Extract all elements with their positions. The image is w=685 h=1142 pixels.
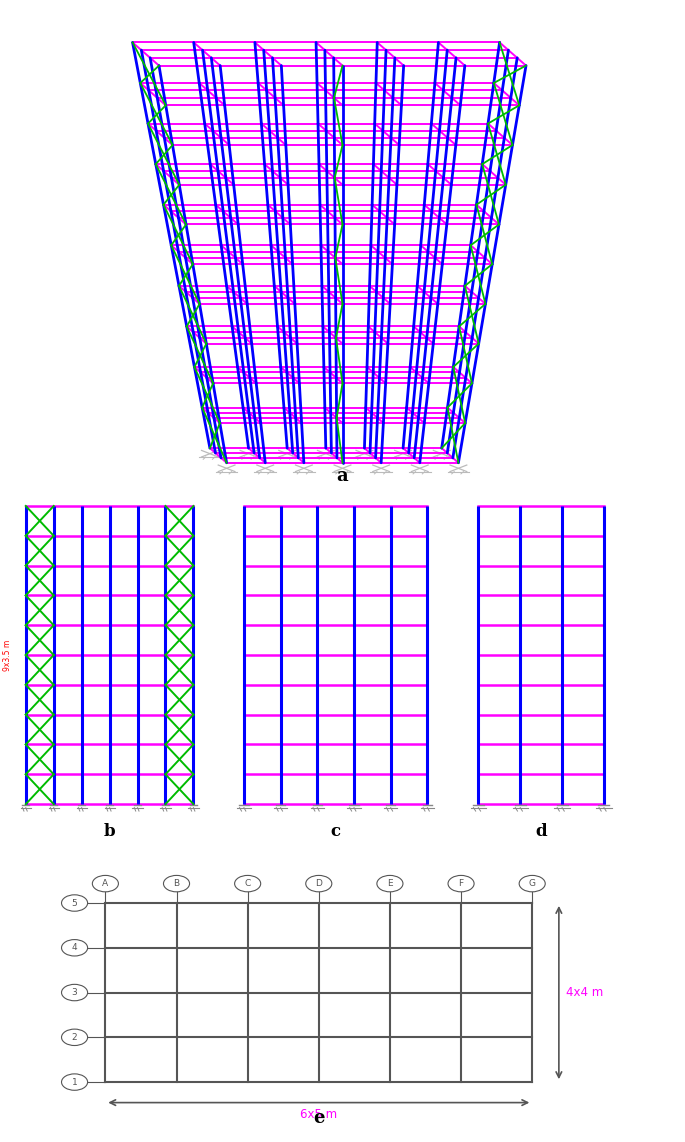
Text: 2: 2 (72, 1032, 77, 1042)
Text: 9x3.5 m: 9x3.5 m (3, 640, 12, 670)
Text: 4: 4 (72, 943, 77, 952)
Text: 5: 5 (72, 899, 77, 908)
Text: D: D (315, 879, 322, 888)
Text: b: b (104, 823, 115, 841)
Text: E: E (387, 879, 393, 888)
Text: d: d (536, 823, 547, 841)
Text: 4x4 m: 4x4 m (566, 986, 603, 999)
Text: C: C (245, 879, 251, 888)
Text: 3: 3 (72, 988, 77, 997)
Text: e: e (313, 1109, 325, 1127)
Text: A: A (102, 879, 108, 888)
Text: G: G (529, 879, 536, 888)
Text: c: c (331, 823, 340, 841)
Text: 6x5 m: 6x5 m (300, 1108, 337, 1121)
Text: F: F (458, 879, 464, 888)
Text: 1: 1 (72, 1078, 77, 1086)
Text: a: a (337, 467, 348, 485)
Text: B: B (173, 879, 179, 888)
